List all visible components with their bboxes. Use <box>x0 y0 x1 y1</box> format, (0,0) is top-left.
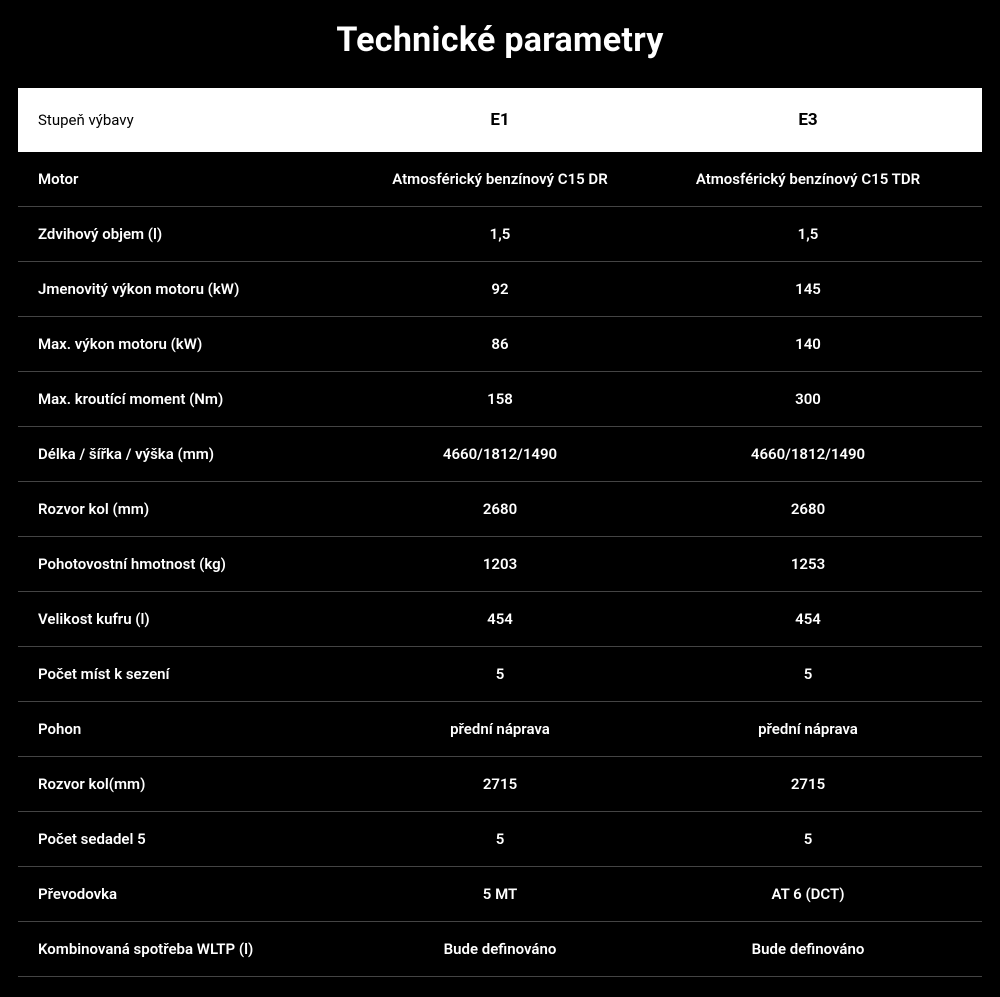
row-value-e1: 5 MT <box>346 885 654 903</box>
table-row: Motor Atmosférický benzínový C15 DR Atmo… <box>18 152 982 207</box>
table-row: Max. kroutící moment (Nm) 158 300 <box>18 372 982 427</box>
row-value-e1: 86 <box>346 335 654 353</box>
row-label: Zdvihový objem (l) <box>38 225 346 243</box>
row-label: Rozvor kol (mm) <box>38 500 346 518</box>
row-label: Pohotovostní hmotnost (kg) <box>38 555 346 573</box>
row-value-e1: 454 <box>346 610 654 628</box>
row-value-e3: 1,5 <box>654 225 962 243</box>
row-value-e3: 4660/1812/1490 <box>654 445 962 463</box>
row-value-e3: 5 <box>654 665 962 683</box>
table-row: Velikost kufru (l) 454 454 <box>18 592 982 647</box>
row-value-e3: 300 <box>654 390 962 408</box>
row-value-e3: Bude definováno <box>654 940 962 958</box>
row-value-e3: 5 <box>654 830 962 848</box>
row-value-e1: Bude definováno <box>346 940 654 958</box>
row-value-e3: 145 <box>654 280 962 298</box>
row-value-e1: 1,5 <box>346 225 654 243</box>
row-value-e1: 158 <box>346 390 654 408</box>
table-row: Rozvor kol (mm) 2680 2680 <box>18 482 982 537</box>
row-value-e1: 4660/1812/1490 <box>346 445 654 463</box>
row-value-e3: 140 <box>654 335 962 353</box>
row-label: Délka / šířka / výška (mm) <box>38 445 346 463</box>
row-value-e3: AT 6 (DCT) <box>654 885 962 903</box>
table-row: Převodovka 5 MT AT 6 (DCT) <box>18 867 982 922</box>
row-label: Max. kroutící moment (Nm) <box>38 390 346 408</box>
header-col-e3: E3 <box>654 110 962 130</box>
table-row: Počet sedadel 5 5 5 <box>18 812 982 867</box>
row-value-e3: 2680 <box>654 500 962 518</box>
row-label: Pohon <box>38 720 346 738</box>
table-row: Jmenovitý výkon motoru (kW) 92 145 <box>18 262 982 317</box>
header-label: Stupeň výbavy <box>38 111 346 129</box>
header-col-e1: E1 <box>346 110 654 130</box>
row-value-e1: 2715 <box>346 775 654 793</box>
row-label: Počet míst k sezení <box>38 665 346 683</box>
table-row: Kombinovaná spotřeba WLTP (l) Bude defin… <box>18 922 982 977</box>
row-label: Počet sedadel 5 <box>38 830 346 848</box>
page-title: Technické parametry <box>18 20 982 60</box>
row-value-e1: 92 <box>346 280 654 298</box>
row-label: Rozvor kol(mm) <box>38 775 346 793</box>
row-value-e3: Atmosférický benzínový C15 TDR <box>654 170 962 188</box>
specs-table: Stupeň výbavy E1 E3 Motor Atmosférický b… <box>18 88 982 977</box>
row-label: Kombinovaná spotřeba WLTP (l) <box>38 940 346 958</box>
row-value-e1: Atmosférický benzínový C15 DR <box>346 170 654 188</box>
row-value-e1: 1203 <box>346 555 654 573</box>
row-label: Převodovka <box>38 885 346 903</box>
row-value-e1: 5 <box>346 665 654 683</box>
table-row: Max. výkon motoru (kW) 86 140 <box>18 317 982 372</box>
row-label: Velikost kufru (l) <box>38 610 346 628</box>
table-row: Délka / šířka / výška (mm) 4660/1812/149… <box>18 427 982 482</box>
row-value-e3: přední náprava <box>654 720 962 738</box>
row-value-e1: přední náprava <box>346 720 654 738</box>
row-value-e3: 454 <box>654 610 962 628</box>
row-value-e3: 1253 <box>654 555 962 573</box>
row-label: Jmenovitý výkon motoru (kW) <box>38 280 346 298</box>
table-row: Počet míst k sezení 5 5 <box>18 647 982 702</box>
row-label: Motor <box>38 170 346 188</box>
row-label: Max. výkon motoru (kW) <box>38 335 346 353</box>
row-value-e3: 2715 <box>654 775 962 793</box>
table-row: Zdvihový objem (l) 1,5 1,5 <box>18 207 982 262</box>
row-value-e1: 5 <box>346 830 654 848</box>
row-value-e1: 2680 <box>346 500 654 518</box>
table-row: Pohotovostní hmotnost (kg) 1203 1253 <box>18 537 982 592</box>
table-row: Rozvor kol(mm) 2715 2715 <box>18 757 982 812</box>
table-header-row: Stupeň výbavy E1 E3 <box>18 88 982 152</box>
table-row: Pohon přední náprava přední náprava <box>18 702 982 757</box>
